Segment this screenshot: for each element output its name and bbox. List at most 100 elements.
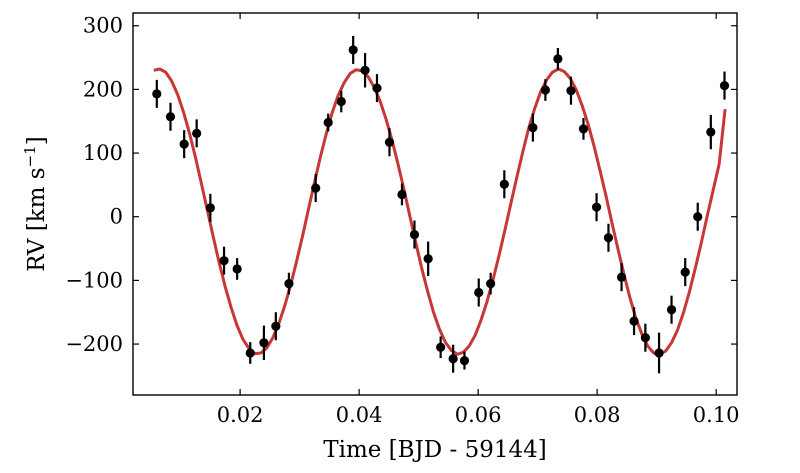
data-marker (165, 112, 176, 122)
data-point (205, 193, 215, 222)
data-marker (179, 139, 189, 149)
data-marker (245, 348, 255, 358)
x-tick-label: 0.02 (217, 403, 264, 427)
data-marker (629, 316, 639, 326)
data-marker (528, 123, 538, 133)
data-point (152, 79, 162, 108)
data-points-layer (152, 35, 730, 374)
data-marker (311, 183, 321, 193)
data-marker (693, 212, 703, 222)
data-marker (486, 278, 496, 289)
data-point (486, 272, 496, 295)
data-point (409, 220, 420, 249)
data-point (219, 246, 229, 275)
data-point (474, 278, 484, 307)
data-point (540, 79, 550, 101)
data-marker (719, 80, 730, 91)
y-tick-label: −100 (65, 268, 123, 292)
y-axis-label: RV [km s−1] (21, 136, 50, 271)
data-marker (566, 86, 576, 96)
data-marker (436, 342, 446, 352)
model-curve (153, 67, 727, 356)
x-tick-label: 0.04 (336, 403, 383, 427)
data-point (666, 295, 677, 324)
data-point (603, 223, 614, 252)
data-marker (474, 287, 484, 298)
data-point (448, 344, 458, 373)
data-marker (459, 356, 470, 366)
data-marker (384, 137, 395, 147)
data-marker (666, 305, 677, 315)
data-point (436, 336, 446, 359)
x-tick-label: 0.06 (455, 403, 502, 427)
y-tick-label: 0 (110, 205, 123, 229)
data-marker (397, 189, 407, 200)
data-marker (323, 117, 333, 128)
data-point (423, 241, 433, 276)
data-point (578, 118, 589, 140)
y-tick-label: −200 (65, 332, 123, 356)
data-point (499, 170, 509, 199)
data-point (680, 258, 690, 287)
data-marker (423, 254, 433, 264)
data-marker (205, 203, 215, 213)
data-point (323, 113, 333, 132)
data-point (259, 325, 269, 360)
model-curve-layer (153, 67, 727, 356)
data-point (384, 128, 395, 157)
data-point (179, 130, 189, 159)
data-point (640, 323, 650, 352)
data-point (553, 48, 563, 70)
y-axis-label-close: ] (24, 136, 50, 145)
data-marker (409, 229, 420, 240)
data-point (271, 312, 281, 341)
data-point (654, 332, 664, 374)
data-point (232, 258, 242, 280)
data-point (245, 342, 255, 364)
data-marker (591, 202, 602, 212)
data-marker (259, 338, 269, 348)
data-point (336, 90, 346, 113)
y-tick-label: 100 (83, 141, 123, 165)
data-marker (219, 256, 229, 266)
data-point (719, 71, 730, 100)
ticks-layer: 0.02 0.04 0.06 0.08 0.10 −200 −100 0 100 200 300 (65, 13, 740, 427)
data-point (192, 119, 202, 148)
data-marker (540, 85, 550, 95)
data-marker (578, 124, 589, 134)
data-point (693, 202, 703, 231)
data-marker (372, 83, 382, 93)
data-marker (706, 127, 716, 137)
x-axis-label: Time [BJD - 59144] (323, 437, 547, 463)
data-marker (499, 179, 509, 189)
data-point (528, 113, 538, 142)
data-point (360, 53, 370, 88)
data-point (372, 74, 382, 103)
plot-frame (132, 12, 738, 396)
data-point (591, 193, 602, 222)
data-marker (553, 54, 563, 64)
data-marker (680, 267, 690, 277)
data-point (397, 183, 407, 206)
data-marker (448, 354, 458, 364)
data-marker (654, 348, 664, 358)
data-point (616, 263, 627, 292)
data-point (284, 272, 294, 295)
data-marker (284, 278, 294, 289)
data-marker (640, 333, 650, 343)
data-point (348, 35, 358, 64)
data-point (706, 114, 716, 150)
data-marker (336, 96, 346, 107)
y-tick-label: 200 (83, 77, 123, 101)
y-axis-label-main: RV [km s (24, 167, 50, 271)
data-marker (192, 128, 202, 138)
data-point (459, 351, 470, 370)
y-tick-label: 300 (83, 14, 123, 38)
data-marker (348, 45, 358, 55)
data-point (566, 76, 576, 105)
y-axis-label-superscript: −1 (21, 145, 39, 167)
data-point (311, 174, 321, 203)
data-marker (603, 233, 614, 243)
data-marker (152, 89, 162, 99)
